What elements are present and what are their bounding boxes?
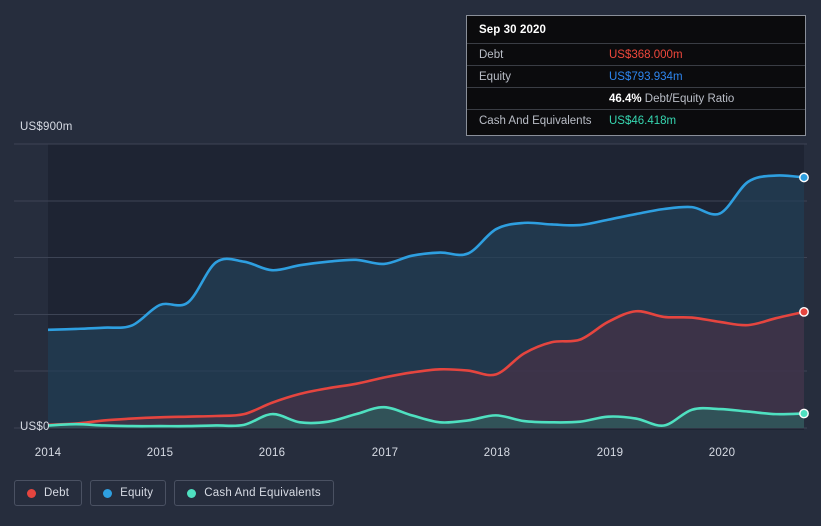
tooltip-row-value: US$368.000m	[609, 48, 683, 61]
legend-item-cash-and-equivalents[interactable]: Cash And Equivalents	[174, 480, 334, 506]
x-axis-tick-2019: 2019	[596, 447, 624, 459]
x-axis-tick-2016: 2016	[258, 447, 286, 459]
tooltip-row-key: Debt	[479, 48, 504, 61]
tooltip-row-value: 46.4% Debt/Equity Ratio	[609, 92, 735, 105]
tooltip-row-value: US$793.934m	[609, 70, 683, 83]
line-cash-and-equivalents	[48, 405, 804, 428]
tooltip-row-value: US$46.418m	[609, 114, 677, 127]
legend-item-label: Debt	[44, 487, 70, 499]
y-axis-zero-label: US$0	[20, 421, 50, 433]
tooltip-row: Equity US$793.934m	[467, 65, 805, 87]
tooltip-date: Sep 30 2020	[479, 24, 546, 36]
tooltip-row: Cash And Equivalents US$46.418m	[467, 109, 805, 131]
line-equity	[48, 174, 804, 332]
endpoint-dot-debt	[799, 306, 809, 317]
x-axis-tick-2014: 2014	[34, 447, 62, 459]
line-debt	[48, 309, 804, 427]
area-debt	[48, 311, 804, 428]
tooltip-row: 46.4% Debt/Equity Ratio	[467, 87, 805, 109]
area-cash-and-equivalents	[48, 407, 804, 428]
chart-tooltip: Sep 30 2020 Debt US$368.000m Equity US$793.…	[466, 15, 806, 136]
x-axis-tick-2015: 2015	[146, 447, 174, 459]
x-axis-tick-2017: 2017	[371, 447, 399, 459]
tooltip-rows: Debt US$368.000m Equity US$793.934m 46.4% De…	[467, 43, 805, 131]
series-areas	[48, 175, 804, 428]
endpoint-dot-equity	[799, 172, 809, 183]
x-axis-tick-2020: 2020	[708, 447, 736, 459]
tooltip-row-key: Equity	[479, 70, 511, 83]
series-lines	[48, 174, 804, 428]
legend-color-dot	[27, 488, 36, 498]
x-axis-tick-2018: 2018	[483, 447, 511, 459]
series-endpoint-dots	[799, 172, 809, 419]
y-axis-max-label: US$900m	[20, 121, 73, 133]
legend-item-equity[interactable]: Equity	[90, 480, 167, 506]
legend-color-dot	[103, 488, 113, 498]
chart-legend: Debt Equity Cash And Equivalents	[14, 480, 334, 506]
tooltip-row: Debt US$368.000m	[467, 43, 805, 65]
legend-item-label: Equity	[120, 487, 154, 499]
endpoint-dot-cash-and-equivalents	[799, 408, 809, 419]
legend-item-debt[interactable]: Debt	[14, 480, 83, 506]
tooltip-row-key: Cash And Equivalents	[479, 114, 592, 127]
legend-item-label: Cash And Equivalents	[204, 487, 321, 499]
legend-color-dot	[187, 488, 197, 498]
